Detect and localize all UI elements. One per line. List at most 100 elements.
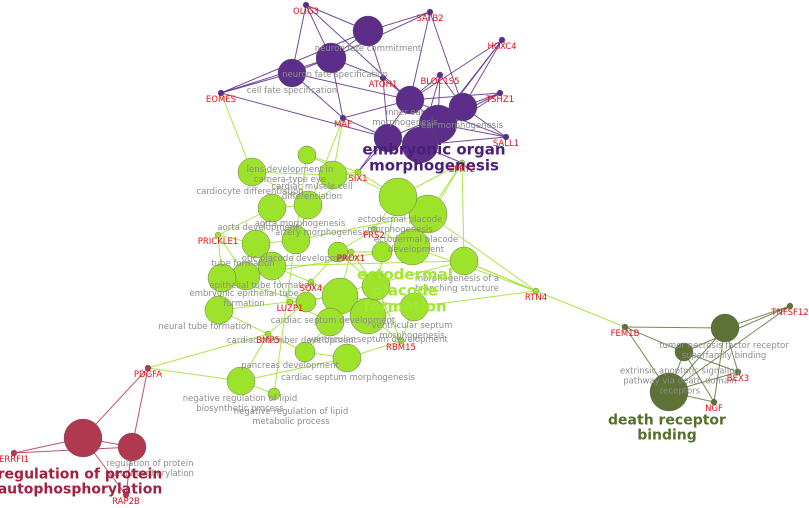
gene-label: FRS2: [363, 231, 385, 242]
gene-node: [397, 337, 405, 345]
term-node: [297, 145, 317, 165]
term-label: morphogenesis of a branching structure: [414, 274, 500, 294]
term-label: cardiac muscle cell differentiation: [271, 182, 353, 202]
gene-node: [370, 225, 378, 233]
gene-node: [496, 89, 504, 97]
term-node: [352, 15, 384, 47]
term-label: lens development in camera-type eye: [246, 165, 334, 185]
gene-label: PROX1: [336, 254, 366, 265]
term-label: negative regulation of lipid metabolic p…: [233, 407, 349, 427]
gene-node: [347, 248, 355, 256]
cluster-label: embryonic organ morphogenesis: [362, 140, 506, 174]
term-node: [207, 263, 237, 293]
gene-label: SIX1: [348, 174, 368, 185]
gene-label: BLOC1S5: [420, 77, 460, 88]
gene-node: [710, 398, 718, 406]
gene-label: SATB2: [416, 14, 444, 25]
gene-node: [214, 231, 222, 239]
gene-node: [621, 323, 629, 331]
term-node: [315, 307, 345, 337]
edge: [683, 351, 739, 373]
edge: [461, 162, 465, 262]
gene-label: RTN4: [524, 293, 548, 304]
term-node: [332, 343, 362, 373]
gene-node: [498, 36, 506, 44]
gene-node: [217, 89, 225, 97]
gene-label: SPRY2: [448, 165, 476, 176]
gene-node: [144, 364, 152, 372]
gene-node: [532, 287, 540, 295]
gene-label: SOX4: [299, 284, 323, 295]
gene-node: [436, 71, 444, 79]
gene-node: [302, 1, 310, 9]
term-node: [408, 194, 448, 234]
cluster-label: regulation of protein autophosphorylatio…: [0, 466, 163, 497]
term-label: ectodermal placode development: [373, 235, 459, 255]
edge: [147, 333, 269, 369]
term-node: [371, 241, 393, 263]
term-label: embryonic epithelial tube formation: [189, 289, 299, 309]
gene-label: TNFSF12: [771, 308, 809, 319]
term-node: [393, 228, 431, 266]
gene-label: ERRFI1: [0, 455, 29, 466]
gene-node: [307, 278, 315, 286]
gene-label: FEM1B: [610, 329, 640, 340]
term-label: tumor necrosis factor receptor superfami…: [659, 341, 789, 361]
gene-node: [354, 168, 362, 176]
term-node: [204, 295, 234, 325]
gene-label: PRICKLE1: [197, 237, 239, 248]
term-node: [237, 157, 267, 187]
edge: [218, 295, 341, 311]
edge: [295, 213, 429, 241]
gene-label: TSHZ1: [485, 95, 515, 106]
term-label: aorta morphogenesis: [254, 219, 346, 230]
term-node: [281, 225, 311, 255]
term-node: [361, 271, 391, 301]
term-label: ventricular septum development: [308, 335, 448, 346]
edge: [409, 39, 503, 101]
term-node: [674, 342, 694, 362]
term-node: [349, 297, 387, 335]
gene-node: [426, 8, 434, 16]
gene-label: EOMES: [205, 95, 237, 106]
term-node: [226, 366, 256, 396]
gene-node: [734, 368, 742, 376]
term-node: [117, 432, 147, 462]
term-label: artery morphogenesis: [275, 228, 369, 239]
term-label: inner ear morphogenesis: [372, 108, 438, 128]
term-label: cardiac septum development: [270, 316, 396, 327]
edge: [147, 367, 242, 382]
gene-label: SALL1: [492, 139, 520, 150]
term-node: [277, 58, 307, 88]
term-node: [401, 126, 439, 164]
term-node: [318, 160, 348, 190]
gene-label: PDGFA: [133, 370, 163, 381]
term-label: otic placode development: [241, 254, 353, 265]
term-label: regulation of protein autophosphorylatio…: [106, 459, 194, 479]
edge: [413, 290, 537, 308]
edge: [409, 11, 431, 101]
term-node: [399, 292, 429, 322]
gene-label: RBM15: [386, 343, 416, 354]
term-label: epithelial tube formation: [209, 281, 315, 292]
term-node: [241, 229, 271, 259]
gene-label: RAP2B: [112, 497, 140, 508]
edge: [668, 305, 791, 393]
edge: [271, 260, 465, 267]
edge: [535, 290, 626, 328]
gene-label: LUZP1: [276, 304, 304, 315]
gene-label: NGF: [705, 404, 723, 415]
term-label: negative regulation of lipid biosyntheti…: [182, 394, 298, 414]
term-label: pancreas development: [241, 361, 339, 372]
gene-label: BMP5: [256, 336, 280, 347]
edge: [291, 72, 411, 101]
term-label: tube formation: [211, 259, 275, 270]
edge: [624, 326, 685, 353]
gene-node: [379, 74, 387, 82]
edge: [220, 57, 332, 94]
edge: [624, 326, 726, 329]
term-label: cell fate specification: [246, 86, 338, 97]
gene-node: [286, 298, 294, 306]
